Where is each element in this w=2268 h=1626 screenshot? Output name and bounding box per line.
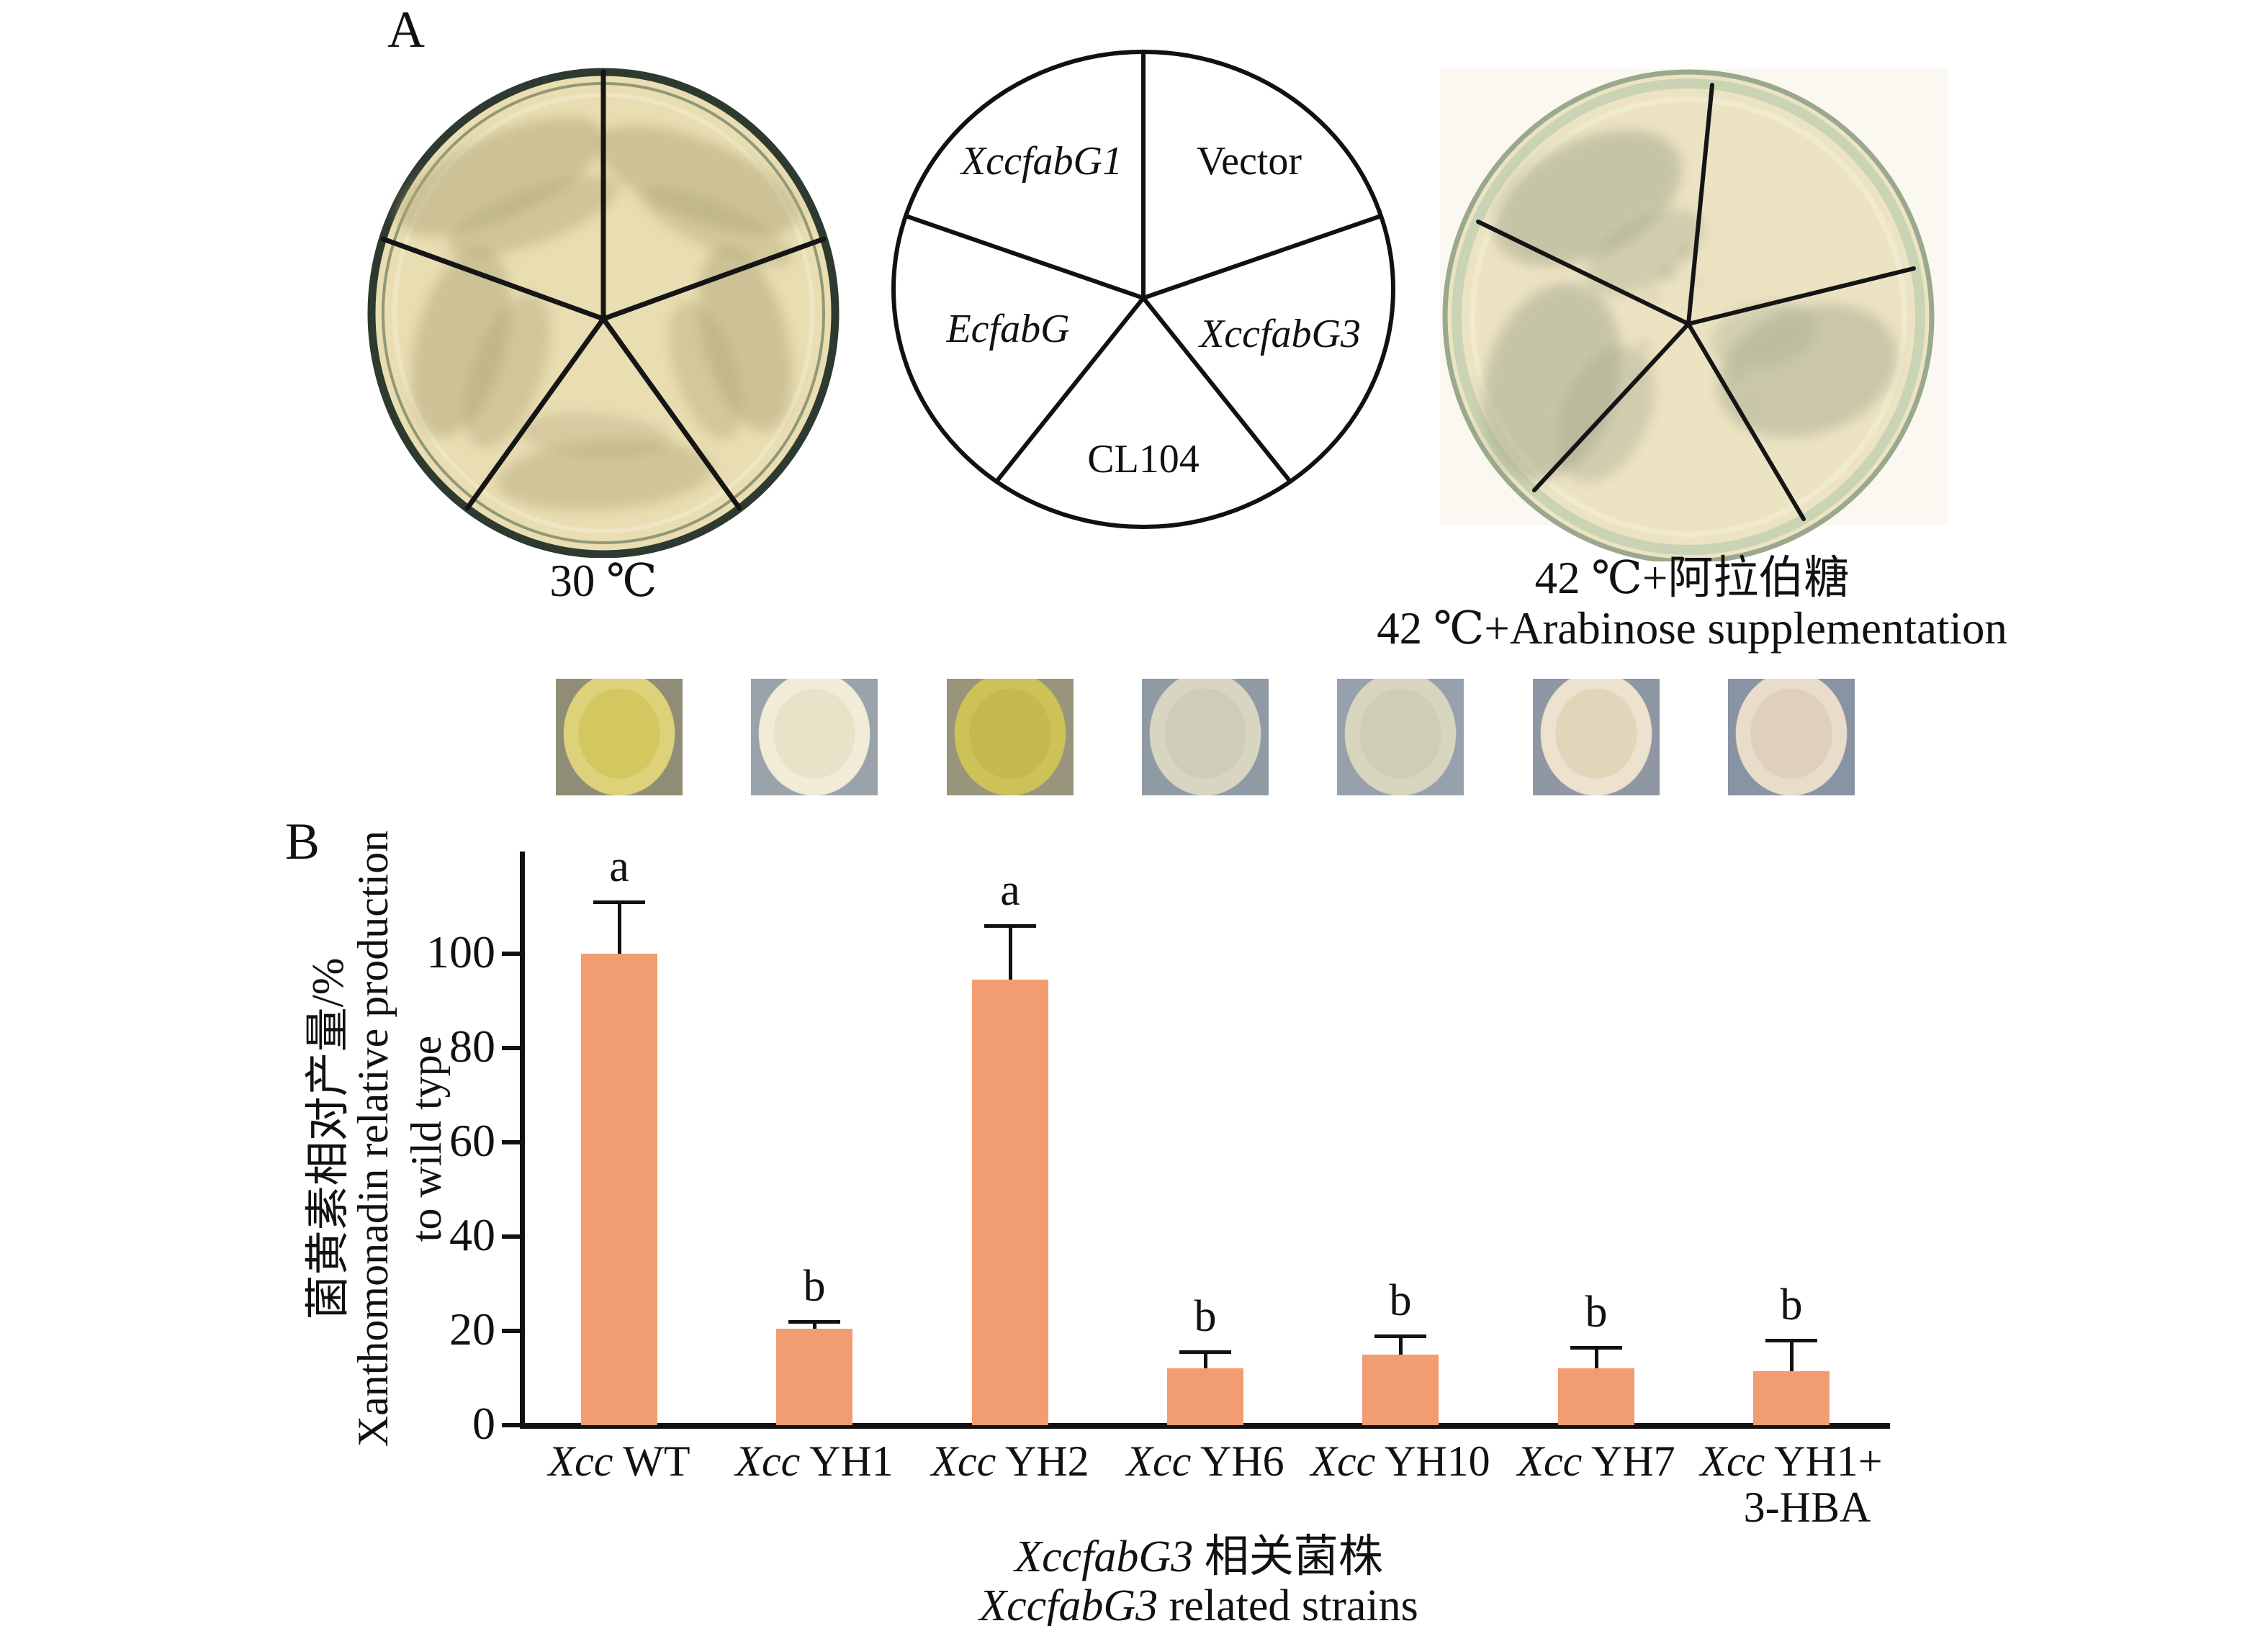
text-run: YH10	[1375, 1437, 1490, 1485]
significance-letter: b	[1389, 1276, 1412, 1325]
right-dish-caption-zh: 42 ℃+阿拉伯糖	[1534, 553, 1850, 603]
sector-label-vector: Vector	[1197, 139, 1302, 184]
italic-text-run: XccfabG3	[1014, 1532, 1194, 1581]
bar	[1362, 1355, 1439, 1425]
colony-spot-photo	[1728, 679, 1855, 795]
y-tick-mark	[502, 1140, 522, 1144]
x-category-label: Xcc YH6	[1083, 1438, 1328, 1484]
text-run: YH6	[1191, 1437, 1284, 1485]
error-bar-whisker	[618, 902, 621, 954]
sector-label-cl104: CL104	[1087, 437, 1200, 482]
error-bar-whisker	[1595, 1347, 1598, 1368]
sector-labels: XccfabG1 Vector EcfabG XccfabG3 CL104	[945, 139, 1360, 482]
italic-text-run: Xcc	[931, 1437, 996, 1485]
y-axis-line	[520, 852, 525, 1428]
significance-letter: a	[609, 842, 629, 891]
italic-text-run: XccfabG3	[979, 1581, 1158, 1626]
y-tick-label: 100	[426, 926, 495, 977]
sector-divider-lines	[1476, 83, 1916, 521]
x-axis-line	[520, 1423, 1890, 1429]
colony-spot-photo	[1142, 679, 1269, 795]
sector-label-xccfabg1: XccfabG1	[960, 139, 1122, 184]
dish-inner-highlight	[1470, 96, 1907, 537]
y-tick-label: 60	[449, 1115, 495, 1166]
bar	[1167, 1368, 1243, 1425]
error-bar-cap	[984, 924, 1036, 928]
key-divider-lines	[904, 50, 1383, 484]
x-category-label: Xcc YH1	[692, 1438, 937, 1484]
y-tick-label: 80	[449, 1021, 495, 1072]
text-run: YH1	[800, 1437, 894, 1485]
y-tick-mark	[502, 952, 522, 956]
x-category-label: Xcc YH10	[1278, 1438, 1523, 1484]
y-tick-label: 20	[449, 1304, 495, 1355]
italic-text-run: Xcc	[735, 1437, 801, 1485]
error-bar-cap	[1765, 1339, 1817, 1342]
error-bar-cap	[1570, 1346, 1622, 1350]
bacterial-streaks	[397, 117, 800, 511]
bar	[1753, 1371, 1830, 1425]
bar	[972, 980, 1048, 1425]
italic-text-run: Xcc	[1310, 1437, 1376, 1485]
significance-letter: b	[803, 1262, 826, 1311]
error-bar-whisker	[1790, 1340, 1794, 1371]
y-tick-mark	[502, 1423, 522, 1427]
sector-key-diagram: XccfabG1 Vector EcfabG XccfabG3 CL104	[891, 50, 1395, 529]
colony-spot-photo	[751, 679, 878, 795]
italic-text-run: Xcc	[1126, 1437, 1192, 1485]
error-bar-whisker	[1399, 1336, 1403, 1355]
x-category-label: Xcc YH2	[888, 1438, 1133, 1484]
colony-spot-photo	[947, 679, 1074, 795]
error-bar-cap	[1374, 1334, 1426, 1338]
bacterial-streaks	[1482, 130, 1897, 482]
text-run: 相关菌株	[1193, 1532, 1383, 1581]
panel-b-label: B	[285, 813, 320, 870]
significance-letter: b	[1780, 1281, 1803, 1329]
significance-letter: a	[1000, 866, 1020, 915]
x-category-label-line2: 3-HBA	[1743, 1483, 1871, 1531]
error-bar-cap	[788, 1320, 840, 1324]
italic-text-run: Xcc	[548, 1437, 613, 1485]
italic-text-run: Xcc	[1517, 1437, 1583, 1485]
y-tick-mark	[502, 1234, 522, 1239]
colony-spot-photo	[1533, 679, 1660, 795]
y-tick-mark	[502, 1329, 522, 1333]
colony-spot-photo	[556, 679, 683, 795]
panel-a-label: A	[387, 1, 425, 58]
sector-label-ecfabg: EcfabG	[945, 307, 1069, 351]
dish-glass-ring	[1452, 78, 1925, 555]
y-tick-label: 40	[449, 1209, 495, 1260]
error-bar-whisker	[1009, 926, 1012, 980]
sector-divider-lines	[380, 69, 827, 511]
significance-letter: b	[1585, 1288, 1608, 1337]
right-dish-caption-en: 42 ℃+Arabinose supplementation	[1377, 603, 2007, 654]
y-tick-mark	[502, 1046, 522, 1050]
text-run: WT	[613, 1437, 690, 1485]
text-run: related strains	[1158, 1581, 1418, 1626]
text-run: YH2	[996, 1437, 1089, 1485]
bar	[581, 954, 657, 1425]
x-category-label: Xcc WT	[497, 1438, 742, 1484]
x-category-label: Xcc YH1+	[1669, 1438, 1914, 1484]
error-bar-whisker	[813, 1322, 816, 1329]
left-dish-caption: 30 ℃	[549, 556, 657, 606]
text-run: YH7	[1582, 1437, 1675, 1485]
bar	[776, 1329, 852, 1425]
error-bar-cap	[593, 900, 645, 904]
bar	[1558, 1368, 1634, 1425]
error-bar-whisker	[1204, 1352, 1207, 1368]
error-bar-cap	[1179, 1350, 1231, 1354]
significance-letter: b	[1194, 1292, 1217, 1341]
italic-text-run: Xcc	[1700, 1437, 1765, 1485]
petri-dish-photo-42c	[1440, 68, 1948, 561]
x-category-label: Xcc YH7	[1474, 1438, 1719, 1484]
petri-dish-photo-30c	[367, 68, 840, 558]
x-axis-title-zh: XccfabG3 相关菌株	[767, 1532, 1631, 1582]
y-tick-label: 0	[472, 1398, 495, 1449]
text-run: YH1+	[1765, 1437, 1883, 1485]
colony-spot-photo	[1337, 679, 1464, 795]
x-axis-title-en: XccfabG3 related strains	[767, 1581, 1631, 1626]
sector-label-xccfabg3: XccfabG3	[1198, 312, 1361, 356]
